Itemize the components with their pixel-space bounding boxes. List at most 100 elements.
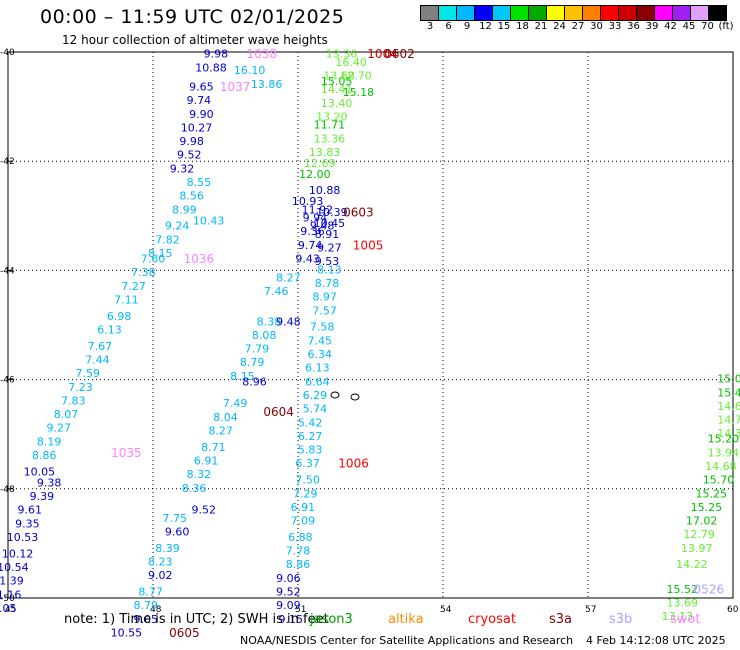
wave-height-label: 8.55 <box>187 176 212 189</box>
wave-height-label: 9.35 <box>15 517 40 530</box>
wave-height-label: 6.91 <box>291 501 316 514</box>
wave-height-label: 8.86 <box>286 558 311 571</box>
wave-height-label: 17.02 <box>686 515 718 528</box>
wave-height-label: 10.45 <box>314 217 346 230</box>
wave-height-label: 15.05 <box>321 75 353 88</box>
page-subtitle: 12 hour collection of altimeter wave hei… <box>62 33 328 47</box>
wave-height-label: 7.59 <box>76 367 101 380</box>
x-tick-label: 54 <box>440 605 452 615</box>
wave-height-label: 13.83 <box>309 146 341 159</box>
wave-height-label: 15.41 <box>717 386 740 399</box>
island-outline <box>330 391 340 399</box>
wave-height-label: 8.32 <box>187 468 212 481</box>
wave-height-label: 9.06 <box>276 572 301 585</box>
pass-time-label: 0526 <box>694 582 725 596</box>
wave-height-label: 14.39 <box>717 427 740 440</box>
satellite-swot: swot <box>670 612 701 627</box>
wave-height-label: 9.52 <box>276 586 301 599</box>
wave-height-label: 9.98 <box>179 135 204 148</box>
wave-height-label: 13.20 <box>316 111 348 124</box>
wave-height-label: 8.39 <box>155 542 180 555</box>
wave-height-label: 13.13 <box>662 610 694 623</box>
wave-height-label: 12.79 <box>683 528 715 541</box>
wave-height-label: 14.68 <box>705 460 737 473</box>
wave-height-label: 5.42 <box>298 416 323 429</box>
wave-height-label: 9.27 <box>47 422 72 435</box>
pass-time-label: 0603 <box>343 206 374 220</box>
wave-height-label: 14.22 <box>676 558 708 571</box>
footer-credit: NOAA/NESDIS Center for Satellite Applica… <box>240 634 574 647</box>
wave-height-label: 9.43 <box>295 252 320 265</box>
wave-height-label: 9.52 <box>177 149 202 162</box>
wave-height-label: 8.86 <box>32 449 57 462</box>
x-tick-label: 51 <box>295 605 306 615</box>
page-title: 00:00 – 11:59 UTC 02/01/2025 <box>40 6 345 28</box>
legend-label: 30 <box>590 21 603 32</box>
y-tick-label: -44 <box>0 266 15 276</box>
wave-height-label: 9.74 <box>298 239 323 252</box>
wave-height-label: 11.92 <box>302 203 334 216</box>
wave-height-label: 9.27 <box>317 242 342 255</box>
legend-label: 24 <box>553 21 566 32</box>
legend-label: 15 <box>497 21 511 32</box>
wave-height-label: 7.29 <box>293 487 318 500</box>
wave-height-label: 10.53 <box>7 531 39 544</box>
wave-height-label: 7.50 <box>295 474 320 487</box>
wave-height-label: 8.13 <box>317 263 342 276</box>
wave-height-label: 7.79 <box>245 343 270 356</box>
pass-time-label: 0605 <box>169 626 200 640</box>
wave-height-label: 15.52 <box>667 583 699 596</box>
wave-height-label: 12.69 <box>304 157 336 170</box>
wave-height-label: 7.45 <box>308 334 333 347</box>
wave-height-label: 8.08 <box>252 329 277 342</box>
y-tick-label: -42 <box>0 157 15 167</box>
wave-height-label: 10.05 <box>24 465 56 478</box>
wave-height-label: 16.40 <box>335 56 367 69</box>
wave-height-label: 6.98 <box>107 310 132 323</box>
wave-height-label: 9.38 <box>37 476 62 489</box>
wave-height-label: 13.86 <box>251 78 283 91</box>
y-tick-label: -50 <box>0 594 15 604</box>
wave-height-label: 8.71 <box>201 441 226 454</box>
wave-height-label: 9.09 <box>276 599 301 612</box>
wave-height-label: 9.24 <box>165 220 190 233</box>
wave-height-label: 8.27 <box>276 272 301 285</box>
y-tick-label: -40 <box>0 48 15 58</box>
wave-height-label: 13.94 <box>708 446 740 459</box>
satellite-altika: altika <box>388 612 424 627</box>
wave-height-label: 9.48 <box>310 220 335 233</box>
wave-height-label: 7.78 <box>286 545 311 558</box>
wave-height-label: 10.88 <box>309 184 341 197</box>
wave-height-label: 13.68 <box>323 70 355 83</box>
wave-height-label: 8.56 <box>179 190 204 203</box>
satellite-cryosat: cryosat <box>468 612 516 627</box>
wave-height-label: 8.07 <box>54 408 79 421</box>
island-outline <box>350 393 360 401</box>
wave-height-label: 7.57 <box>312 304 337 317</box>
satellite-jason3: jason3 <box>310 612 353 627</box>
wave-height-label: 5.83 <box>298 444 323 457</box>
wave-height-label: 9.61 <box>18 504 43 517</box>
wave-height-label: 6.88 <box>288 531 313 544</box>
wave-height-label: 8.38 <box>257 315 282 328</box>
wave-height-label: 9.98 <box>204 48 229 61</box>
wave-height-label: 8.91 <box>315 228 340 241</box>
wave-height-label: 10.54 <box>0 561 29 574</box>
legend-label: 39 <box>645 21 659 32</box>
y-tick-label: -48 <box>0 485 15 495</box>
wave-height-label: 10.12 <box>2 547 34 560</box>
wave-height-label: 6.29 <box>303 389 328 402</box>
wave-height-label: 14.63 <box>717 400 740 413</box>
wave-height-label: 9.36 <box>300 225 325 238</box>
x-tick-label: 60 <box>727 605 739 615</box>
pass-time-label: 1005 <box>353 238 384 252</box>
plot-frame <box>7 51 734 599</box>
wave-height-label: 6.27 <box>298 430 323 443</box>
wave-height-label: 13.97 <box>681 542 713 555</box>
wave-height-label: 8.96 <box>242 375 267 388</box>
wave-height-label: 8.78 <box>315 277 340 290</box>
wave-height-label: 7.58 <box>310 321 335 334</box>
wave-height-label: 13.36 <box>326 48 358 61</box>
wave-height-label: 8.04 <box>213 411 238 424</box>
